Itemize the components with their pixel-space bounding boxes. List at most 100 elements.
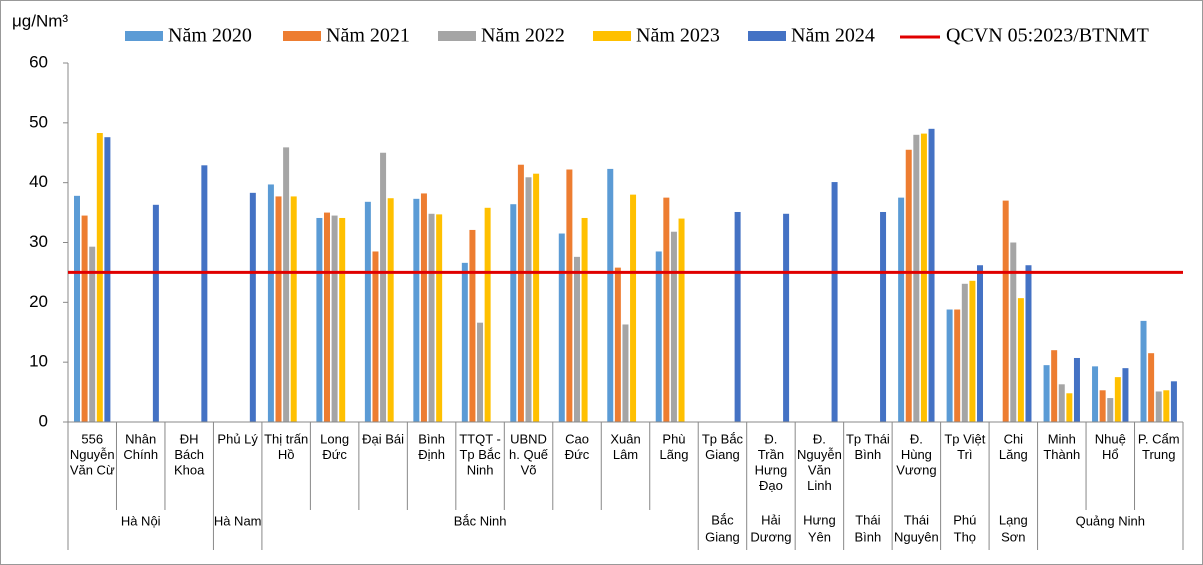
bar <box>783 213 790 422</box>
x-tick-label: Chính <box>123 447 158 462</box>
group-label: Bắc Ninh <box>454 513 507 528</box>
bar <box>1073 357 1080 422</box>
x-tick-label: Hưng <box>755 462 788 477</box>
bar <box>525 177 532 422</box>
bar <box>1099 390 1106 422</box>
legend-swatch <box>283 31 321 41</box>
bar <box>1066 393 1073 422</box>
x-tick-label: Hồ <box>278 447 295 462</box>
bar <box>152 204 159 422</box>
legend-swatch <box>125 31 163 41</box>
x-tick-label: P. Cẩm <box>1138 431 1180 446</box>
x-tick-label: Thành <box>1043 447 1080 462</box>
legend-label: QCVN 05:2023/BTNMT <box>946 25 1149 47</box>
x-tick-label: Văn Cừ <box>70 462 115 477</box>
group-label: Bình <box>855 529 882 544</box>
x-tick-label: Tp Bắc <box>702 431 744 446</box>
x-tick-label: Đức <box>322 447 347 462</box>
x-tick-label: Đạo <box>759 478 783 493</box>
bar <box>275 196 282 422</box>
bar <box>969 280 976 422</box>
bar <box>581 217 588 422</box>
group-label: Quảng Ninh <box>1076 513 1145 528</box>
x-tick-label: Đại Bái <box>362 431 404 446</box>
y-tick-label: 0 <box>39 411 48 430</box>
bar <box>1043 365 1050 422</box>
bar <box>74 195 80 422</box>
bar <box>290 196 297 422</box>
bar <box>1092 366 1099 422</box>
bar <box>517 164 524 422</box>
bar <box>283 147 290 423</box>
x-tick-label: UBND <box>510 431 547 446</box>
bar <box>1051 350 1058 422</box>
legend-label: Năm 2024 <box>791 25 875 47</box>
x-tick-label: Lãng <box>660 447 689 462</box>
bar <box>533 173 540 422</box>
x-tick-label: Đ. <box>910 431 923 446</box>
x-tick-label: Khoa <box>174 462 205 477</box>
bar <box>316 217 323 422</box>
x-tick-label: Nhân <box>125 431 156 446</box>
bar <box>339 217 346 422</box>
bar <box>954 309 961 422</box>
y-tick-label: 10 <box>29 352 48 371</box>
x-tick-label: Nguyễn <box>797 447 842 462</box>
bar <box>655 251 662 422</box>
x-tick-label: Tp Bắc <box>459 447 501 462</box>
y-tick-label: 40 <box>29 172 48 191</box>
y-axis-label: μg/Nm³ <box>12 11 68 30</box>
legend-label: Năm 2023 <box>636 25 720 47</box>
bar <box>413 198 420 422</box>
bar <box>461 262 468 422</box>
bar <box>104 137 111 422</box>
x-tick-label: Đ. <box>764 431 777 446</box>
x-tick-label: Tp Thái <box>846 431 890 446</box>
group-label: Thái <box>855 512 880 527</box>
group-label: Thái <box>904 512 929 527</box>
bar <box>898 197 905 422</box>
bar <box>387 198 394 422</box>
x-tick-label: Xuân <box>610 431 640 446</box>
x-tick-label: 556 <box>81 431 103 446</box>
bar <box>663 197 670 422</box>
bar <box>428 213 435 422</box>
x-tick-label: Bình <box>855 447 882 462</box>
group-label: Dương <box>750 529 791 544</box>
group-label: Hà Nam <box>214 513 262 528</box>
bar <box>831 182 838 422</box>
bar <box>622 324 629 422</box>
group-label: Hưng <box>803 512 836 527</box>
x-tick-label: Hùng <box>901 447 932 462</box>
bar <box>913 134 920 423</box>
bar <box>89 246 96 422</box>
bar <box>323 212 330 422</box>
x-tick-label: Thị trấn <box>264 431 308 446</box>
x-tick-label: Trung <box>1142 447 1175 462</box>
bar <box>961 283 968 422</box>
bar <box>1148 353 1155 422</box>
group-label: Hải <box>761 512 781 527</box>
bar <box>331 215 338 422</box>
x-tick-label: Tp Việt <box>944 431 985 446</box>
bar <box>977 265 984 422</box>
bar <box>436 214 443 422</box>
bar <box>201 165 208 422</box>
legend-label: Năm 2022 <box>481 25 565 47</box>
legend-label: Năm 2021 <box>326 25 410 47</box>
x-tick-label: Trần <box>758 447 784 462</box>
x-tick-label: Đ. <box>813 431 826 446</box>
x-tick-label: Cao <box>565 431 589 446</box>
bar <box>420 193 427 422</box>
bar <box>1140 320 1147 422</box>
x-tick-label: Linh <box>807 478 832 493</box>
x-tick-label: h. Quế <box>509 447 549 462</box>
group-label: Yên <box>808 529 831 544</box>
group-label: Thọ <box>954 529 976 544</box>
x-tick-label: Phủ Lý <box>217 431 258 446</box>
legend-swatch <box>748 31 786 41</box>
bar <box>920 133 927 422</box>
bar <box>81 215 88 422</box>
x-tick-label: Long <box>320 431 349 446</box>
bar <box>510 204 517 422</box>
